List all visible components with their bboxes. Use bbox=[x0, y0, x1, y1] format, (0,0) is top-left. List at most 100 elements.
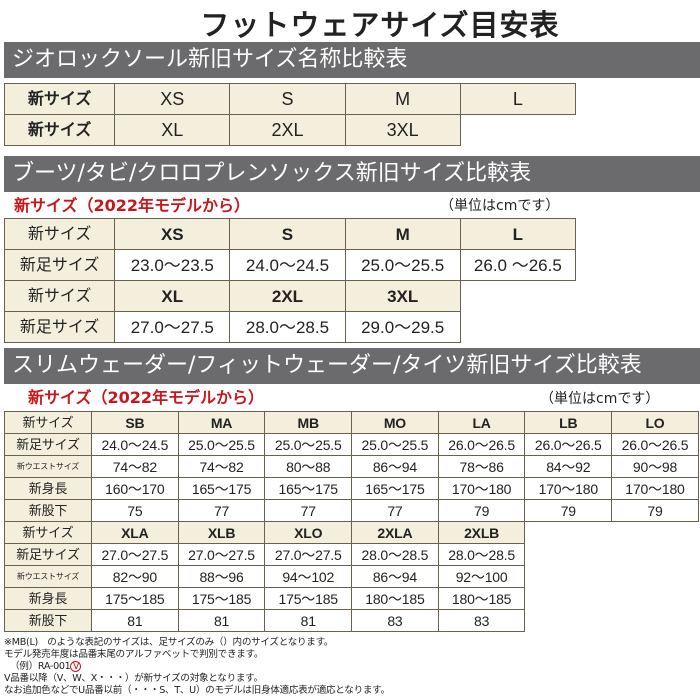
table-row: 新サイズ XL 2XL 3XL bbox=[3, 280, 576, 312]
row-label: 新身長 bbox=[4, 477, 92, 500]
table-cell: S bbox=[229, 83, 346, 115]
empty-cell bbox=[525, 610, 612, 632]
row-label: 新サイズ bbox=[3, 83, 116, 115]
table-cell: MB bbox=[264, 411, 353, 434]
table-cell: 74～82 bbox=[177, 455, 266, 478]
row-label: 新足サイズ bbox=[4, 433, 92, 456]
empty-cell bbox=[612, 544, 699, 566]
table-cell: MO bbox=[351, 411, 439, 434]
row-label: 新足サイズ bbox=[3, 249, 116, 281]
table-cell: M bbox=[344, 83, 461, 115]
page-title: フットウェアサイズ目安表 bbox=[200, 8, 560, 42]
table-cell: 28.0～28.5 bbox=[437, 543, 526, 566]
table-cell: LO bbox=[611, 411, 699, 434]
table-cell: 94～102 bbox=[264, 565, 353, 588]
section2-unit: （単位はcmです） bbox=[440, 198, 560, 214]
table-cell: 26.0～26.5 bbox=[524, 433, 613, 456]
table-cell: M bbox=[344, 218, 461, 250]
table-cell: XS bbox=[114, 218, 231, 250]
table-cell: 28.0～28.5 bbox=[229, 311, 346, 343]
table-row: 新身長 175～185 175～185 175～185 180～185 180～185 bbox=[4, 587, 699, 610]
table-cell: SB bbox=[91, 411, 179, 434]
table-cell: 25.0～25.5 bbox=[264, 433, 353, 456]
table-cell: 25.0～25.5 bbox=[177, 433, 266, 456]
empty-cell bbox=[460, 115, 575, 146]
table-row: 新ウエストサイズ 74～82 74～82 80～88 86～94 78～86 84～92 90… bbox=[4, 455, 699, 478]
table-cell: 2XL bbox=[229, 280, 346, 312]
row-label: 新サイズ bbox=[3, 218, 116, 250]
table-cell: 81 bbox=[91, 609, 179, 632]
table-cell: XLA bbox=[91, 521, 179, 544]
table-cell: 180～185 bbox=[437, 587, 526, 610]
table-cell: 165～175 bbox=[177, 477, 266, 500]
note-line: ※MB(L) のような表記のサイズは、足サイズのみ（）内のサイズとなります。 bbox=[4, 637, 334, 648]
row-label: 新身長 bbox=[4, 587, 92, 610]
table-cell: 92～100 bbox=[437, 565, 526, 588]
section1-heading: ジオロックソール新旧サイズ名称比較表 bbox=[4, 42, 700, 78]
table-cell: 74～82 bbox=[91, 455, 179, 478]
table-cell: 26.0～26.5 bbox=[437, 433, 526, 456]
table-row: 新股下 75 77 77 77 79 79 79 bbox=[4, 499, 699, 522]
table-cell: 77 bbox=[264, 499, 353, 522]
table-cell: 27.0～27.5 bbox=[91, 543, 179, 566]
table-cell: 77 bbox=[351, 499, 439, 522]
table-cell: 27.0～27.5 bbox=[114, 311, 231, 343]
row-label: 新サイズ bbox=[4, 411, 92, 434]
circled-letter: V bbox=[70, 661, 82, 672]
row-label: 新足サイズ bbox=[4, 543, 92, 566]
table-cell: 86～94 bbox=[351, 565, 439, 588]
table-row: 新身長 160～170 165～175 165～175 165～175 170～180 17… bbox=[4, 477, 699, 500]
table-cell: L bbox=[459, 218, 577, 250]
table-cell: 81 bbox=[177, 609, 266, 632]
table-cell: 24.0～24.5 bbox=[91, 433, 179, 456]
empty-cell bbox=[525, 544, 612, 566]
row-label: 新股下 bbox=[4, 609, 92, 632]
table-cell: 2XL bbox=[229, 114, 346, 146]
section3-unit: （単位はcmです） bbox=[540, 391, 660, 407]
table-row: 新サイズ SB MA MB MO LA LB LO bbox=[4, 411, 699, 434]
table-cell: 79 bbox=[611, 499, 699, 522]
empty-cell bbox=[525, 566, 612, 588]
note-line: V品番以降（V、W、X・・・）が新サイズの対象となります。 bbox=[4, 673, 263, 684]
wader-size-table: 新サイズ SB MA MB MO LA LB LO 新足サイズ 24.0～24.5 25.0～25.… bbox=[4, 411, 699, 632]
table-cell: XLB bbox=[177, 521, 266, 544]
table-row: 新サイズ XLA XLB XLO 2XLA 2XLB bbox=[4, 521, 699, 544]
table-cell: 25.0～25.5 bbox=[344, 249, 461, 281]
table-cell: 24.0～24.5 bbox=[229, 249, 346, 281]
row-label: 新股下 bbox=[4, 499, 92, 522]
table-row: 新足サイズ 27.0～27.5 27.0～27.5 27.0～27.5 28.0～28.… bbox=[4, 543, 699, 566]
table-cell: 88～96 bbox=[177, 565, 266, 588]
table-cell: 175～185 bbox=[264, 587, 353, 610]
table-cell: 90～98 bbox=[611, 455, 699, 478]
table-cell: LB bbox=[524, 411, 613, 434]
table-cell: 79 bbox=[437, 499, 526, 522]
note-line: なお追加色などでU品番以前（・・・S、T、U）のモデルは旧身体適応表が適応となり… bbox=[4, 685, 390, 696]
empty-cell bbox=[612, 566, 699, 588]
table-cell: 175～185 bbox=[91, 587, 179, 610]
table-cell: L bbox=[459, 83, 577, 115]
row-label: 新サイズ bbox=[3, 114, 116, 146]
table-cell: 77 bbox=[177, 499, 266, 522]
table-row: 新足サイズ 27.0～27.5 28.0～28.5 29.0～29.5 bbox=[3, 311, 576, 343]
empty-cell bbox=[612, 610, 699, 632]
note-line: （例）RA-001 V bbox=[4, 661, 390, 673]
empty-cell bbox=[460, 312, 575, 343]
table-cell: 26.0 ～26.5 bbox=[459, 249, 577, 281]
table-cell: 170～180 bbox=[524, 477, 613, 500]
table-cell: S bbox=[229, 218, 346, 250]
table-cell: LA bbox=[437, 411, 526, 434]
table-cell: XL bbox=[114, 114, 231, 146]
empty-cell bbox=[612, 522, 699, 544]
table-row: 新足サイズ 23.0～23.5 24.0～24.5 25.0～25.5 26.0 ～26… bbox=[3, 249, 577, 281]
row-label: 新サイズ bbox=[3, 280, 116, 312]
table-cell: 26.0～26.5 bbox=[611, 433, 699, 456]
section2-new-size-note: 新サイズ（2022年モデルから） bbox=[14, 196, 251, 215]
table-cell: 2XLB bbox=[437, 521, 526, 544]
note-line: モデル発売年度は品番末尾のアルファベットで判別できます。 bbox=[4, 649, 264, 660]
empty-cell bbox=[612, 588, 699, 610]
table-cell: 23.0～23.5 bbox=[114, 249, 231, 281]
table-cell: XS bbox=[114, 83, 231, 115]
table-cell: 180～185 bbox=[351, 587, 439, 610]
table-cell: XLO bbox=[264, 521, 353, 544]
table-row: 新サイズ XL 2XL 3XL bbox=[3, 114, 576, 146]
